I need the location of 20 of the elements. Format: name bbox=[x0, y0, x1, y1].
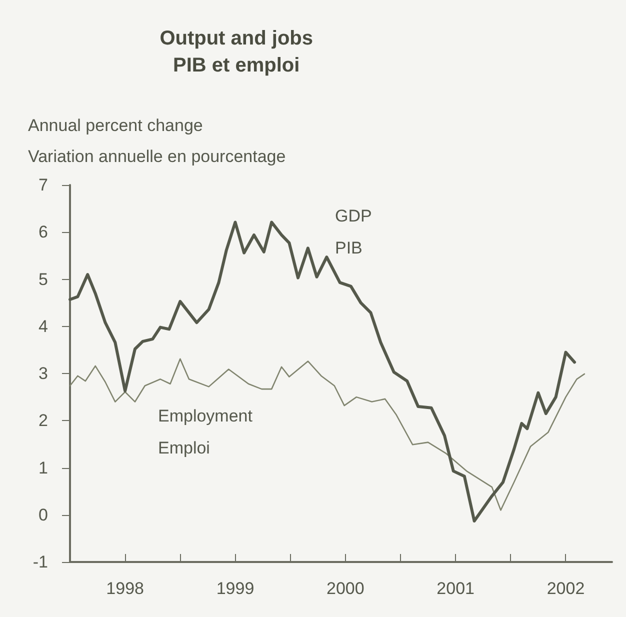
series-label: Employment Emploi bbox=[158, 406, 253, 458]
x-tick-label: 2002 bbox=[546, 579, 585, 598]
chart-title: Output and jobs PIB et emploi bbox=[160, 28, 313, 76]
y-tick-label: 1 bbox=[38, 458, 48, 478]
y-tick-label: 4 bbox=[38, 316, 48, 336]
x-tick-label: 1999 bbox=[216, 579, 254, 598]
y-tick-label: 2 bbox=[38, 411, 48, 430]
x-tick-label: 1998 bbox=[106, 579, 144, 598]
y-axis-title: Annual percent change Variation annuelle en pourcentage bbox=[28, 116, 286, 166]
y-tick-label: 5 bbox=[38, 270, 48, 289]
line-series bbox=[68, 220, 576, 522]
y-tick-label: 7 bbox=[38, 176, 48, 194]
x-tick-label: 2001 bbox=[436, 579, 474, 598]
x-tick-label: 2000 bbox=[326, 579, 364, 598]
y-tick-label: 3 bbox=[38, 364, 48, 383]
y-tick-label: 0 bbox=[38, 505, 48, 524]
series-label: GDP PIB bbox=[335, 206, 372, 258]
y-tick-label: 6 bbox=[38, 222, 48, 242]
y-tick-label: -1 bbox=[32, 552, 48, 572]
line-series bbox=[69, 358, 586, 511]
